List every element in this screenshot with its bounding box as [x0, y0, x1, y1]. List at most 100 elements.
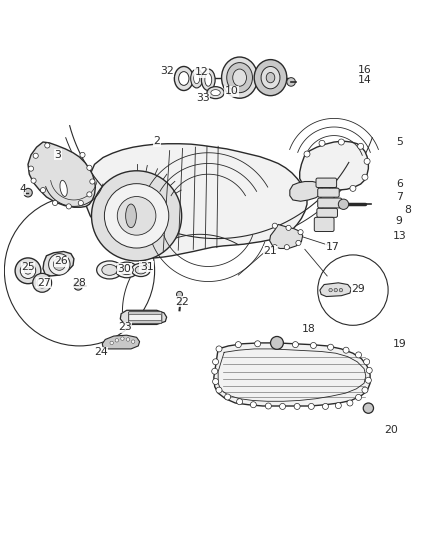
Text: 20: 20 — [384, 425, 398, 434]
Text: 31: 31 — [140, 262, 154, 271]
Circle shape — [31, 178, 36, 183]
Circle shape — [74, 281, 82, 290]
Circle shape — [338, 139, 344, 145]
Circle shape — [347, 400, 353, 406]
Circle shape — [20, 263, 36, 279]
Circle shape — [287, 78, 295, 86]
Ellipse shape — [135, 266, 147, 274]
Ellipse shape — [131, 263, 150, 277]
Circle shape — [343, 347, 349, 353]
Ellipse shape — [120, 265, 134, 274]
Circle shape — [356, 352, 361, 358]
Circle shape — [364, 158, 370, 164]
Circle shape — [311, 343, 316, 349]
Circle shape — [308, 403, 314, 409]
Circle shape — [298, 230, 303, 235]
Ellipse shape — [97, 261, 122, 279]
Text: 26: 26 — [54, 256, 68, 266]
Text: 29: 29 — [352, 284, 365, 294]
Ellipse shape — [211, 90, 220, 95]
Circle shape — [304, 151, 310, 157]
Polygon shape — [290, 182, 323, 201]
Ellipse shape — [205, 74, 212, 86]
Circle shape — [237, 399, 243, 405]
Text: 6: 6 — [396, 179, 403, 189]
Text: 8: 8 — [404, 205, 411, 215]
Text: 19: 19 — [392, 339, 406, 349]
Circle shape — [254, 341, 261, 347]
Circle shape — [15, 258, 41, 284]
Ellipse shape — [222, 57, 258, 98]
Text: 23: 23 — [118, 322, 131, 333]
Text: 7: 7 — [396, 192, 403, 202]
Circle shape — [362, 174, 368, 180]
Circle shape — [358, 143, 364, 149]
Circle shape — [45, 143, 50, 148]
Circle shape — [212, 368, 218, 374]
Text: 33: 33 — [196, 93, 209, 103]
Ellipse shape — [201, 69, 215, 91]
Circle shape — [328, 344, 334, 350]
Circle shape — [115, 338, 119, 342]
Text: 28: 28 — [73, 278, 86, 288]
Circle shape — [49, 254, 70, 275]
Text: 2: 2 — [153, 136, 160, 146]
Circle shape — [272, 245, 277, 250]
Text: 3: 3 — [55, 150, 61, 160]
Ellipse shape — [116, 262, 138, 278]
FancyBboxPatch shape — [316, 178, 337, 188]
Circle shape — [212, 378, 219, 384]
Text: 32: 32 — [160, 66, 173, 76]
FancyBboxPatch shape — [318, 198, 342, 208]
Text: 5: 5 — [396, 137, 403, 147]
Circle shape — [121, 337, 124, 341]
Circle shape — [334, 288, 337, 292]
Circle shape — [366, 367, 372, 374]
Ellipse shape — [261, 67, 280, 89]
Ellipse shape — [102, 264, 117, 276]
Circle shape — [33, 273, 52, 292]
Circle shape — [126, 338, 130, 341]
Circle shape — [66, 204, 71, 209]
Circle shape — [80, 152, 85, 157]
Circle shape — [53, 259, 65, 270]
Circle shape — [37, 278, 47, 288]
Circle shape — [294, 403, 300, 409]
Circle shape — [53, 200, 58, 206]
Circle shape — [338, 199, 349, 209]
Circle shape — [293, 342, 298, 348]
Ellipse shape — [179, 71, 189, 85]
Circle shape — [265, 403, 272, 409]
FancyBboxPatch shape — [128, 312, 162, 324]
Circle shape — [78, 200, 83, 206]
Text: 17: 17 — [326, 242, 339, 252]
Polygon shape — [320, 283, 351, 296]
Circle shape — [364, 359, 370, 365]
Circle shape — [318, 255, 388, 325]
Circle shape — [40, 188, 46, 192]
Circle shape — [87, 192, 92, 197]
Polygon shape — [270, 224, 303, 248]
Text: 10: 10 — [225, 86, 239, 96]
Ellipse shape — [60, 180, 67, 197]
Circle shape — [4, 196, 155, 346]
Ellipse shape — [191, 69, 203, 88]
Text: 30: 30 — [118, 264, 131, 273]
FancyBboxPatch shape — [318, 188, 339, 197]
Text: 21: 21 — [264, 246, 277, 256]
Circle shape — [322, 403, 328, 409]
Circle shape — [212, 359, 219, 365]
Circle shape — [296, 240, 301, 246]
Polygon shape — [28, 142, 95, 207]
Text: 27: 27 — [37, 278, 51, 288]
Circle shape — [319, 140, 325, 147]
Circle shape — [87, 165, 92, 171]
Ellipse shape — [227, 62, 252, 93]
Text: 24: 24 — [94, 348, 108, 357]
Circle shape — [225, 394, 230, 400]
Circle shape — [216, 387, 222, 393]
Circle shape — [339, 288, 343, 292]
Circle shape — [131, 340, 135, 343]
Polygon shape — [43, 252, 74, 276]
Text: 14: 14 — [358, 75, 372, 85]
